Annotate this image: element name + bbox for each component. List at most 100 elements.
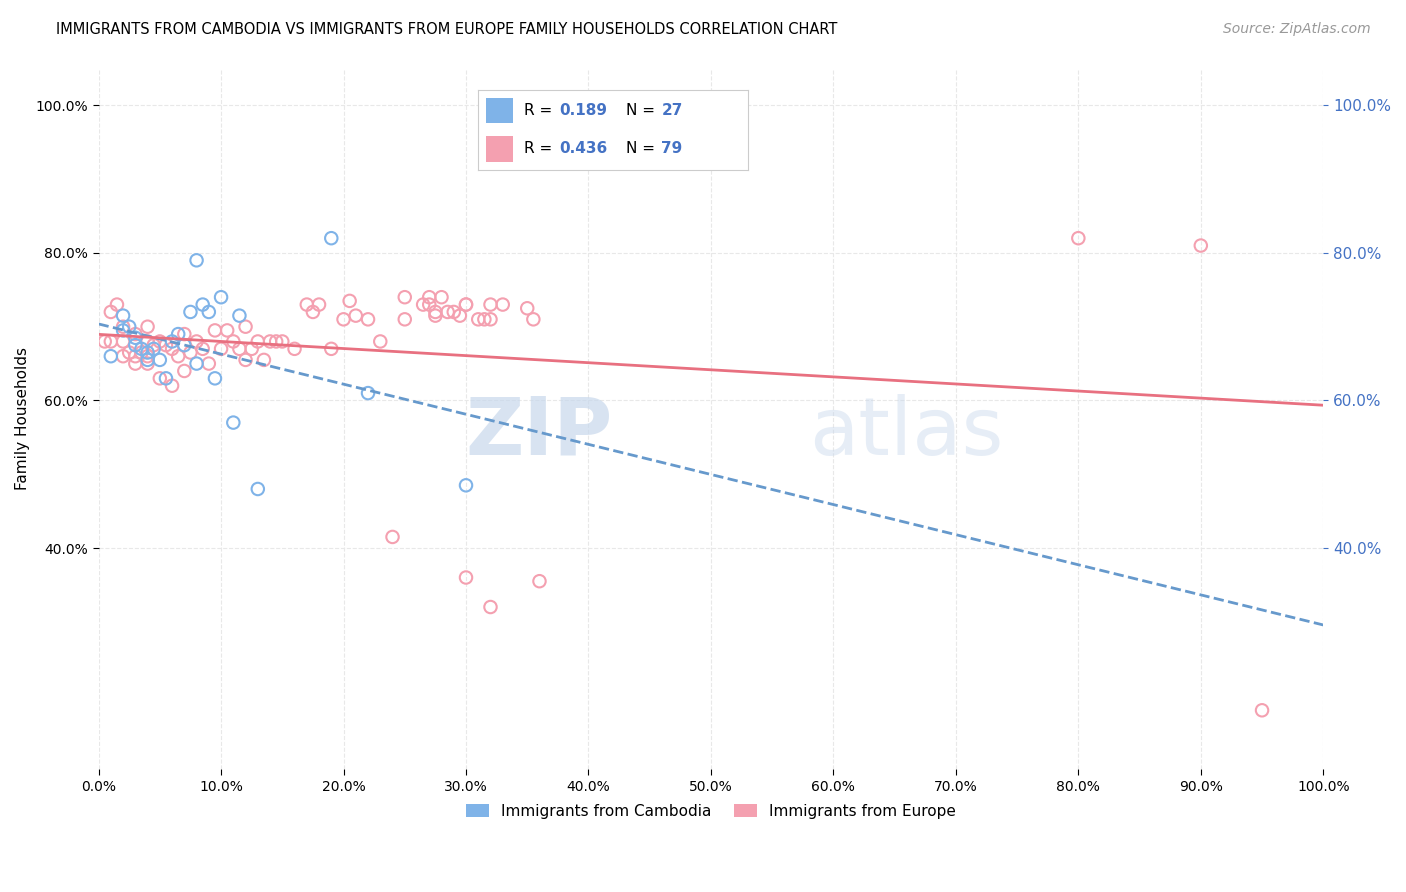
Point xyxy=(217,323,239,337)
Point xyxy=(124,338,146,352)
Point xyxy=(339,293,361,308)
Text: IMMIGRANTS FROM CAMBODIA VS IMMIGRANTS FROM EUROPE FAMILY HOUSEHOLDS CORRELATION: IMMIGRANTS FROM CAMBODIA VS IMMIGRANTS F… xyxy=(56,22,838,37)
Point xyxy=(160,334,183,349)
Point xyxy=(283,342,305,356)
Point xyxy=(112,319,135,334)
Point xyxy=(167,349,190,363)
Point xyxy=(321,342,343,356)
Point xyxy=(522,312,544,326)
Point xyxy=(321,231,343,245)
Point xyxy=(474,312,496,326)
Point xyxy=(198,305,221,319)
Point xyxy=(167,327,190,342)
Point xyxy=(198,357,221,371)
Point xyxy=(443,305,465,319)
Point xyxy=(454,570,477,584)
Point xyxy=(368,334,391,349)
Point xyxy=(191,342,214,356)
Point xyxy=(100,334,122,349)
Point xyxy=(449,309,471,323)
Point xyxy=(136,319,159,334)
Point xyxy=(105,297,128,311)
Point xyxy=(209,290,232,304)
Point xyxy=(412,297,434,311)
Point xyxy=(112,309,135,323)
Point xyxy=(454,478,477,492)
Point xyxy=(136,357,159,371)
Point xyxy=(173,364,195,378)
Point xyxy=(131,342,153,356)
Point xyxy=(479,297,502,311)
Point xyxy=(204,371,226,385)
Point xyxy=(93,334,115,349)
Point xyxy=(240,342,263,356)
Point xyxy=(381,530,404,544)
Point xyxy=(149,334,172,349)
Point xyxy=(259,334,281,349)
Point xyxy=(253,352,276,367)
Point xyxy=(222,334,245,349)
Point xyxy=(204,323,226,337)
Point xyxy=(467,312,489,326)
Point xyxy=(149,371,172,385)
Point xyxy=(112,349,135,363)
Point xyxy=(186,357,208,371)
Point xyxy=(271,334,294,349)
Point xyxy=(100,305,122,319)
Point xyxy=(124,349,146,363)
Point xyxy=(100,349,122,363)
Point xyxy=(344,309,367,323)
Point xyxy=(425,305,447,319)
Point xyxy=(222,416,245,430)
Point xyxy=(173,338,195,352)
Point xyxy=(454,297,477,311)
Point xyxy=(160,342,183,356)
Point xyxy=(357,312,380,326)
Point xyxy=(209,342,232,356)
Point xyxy=(118,345,141,359)
Point xyxy=(124,331,146,345)
Point xyxy=(155,371,177,385)
Point xyxy=(136,349,159,363)
Point xyxy=(394,312,416,326)
Point xyxy=(1189,238,1212,252)
Point xyxy=(191,297,214,311)
Point xyxy=(479,600,502,615)
Point xyxy=(246,334,269,349)
Text: ZIP: ZIP xyxy=(465,394,613,472)
Point xyxy=(454,297,477,311)
Point xyxy=(516,301,538,316)
Point xyxy=(179,345,201,359)
Point xyxy=(436,305,458,319)
Point xyxy=(160,378,183,392)
Point xyxy=(394,290,416,304)
Text: Source: ZipAtlas.com: Source: ZipAtlas.com xyxy=(1223,22,1371,37)
Point xyxy=(529,574,551,589)
Point xyxy=(112,334,135,349)
Point xyxy=(295,297,318,311)
Point xyxy=(149,352,172,367)
Point xyxy=(186,253,208,268)
Point xyxy=(136,345,159,359)
Point xyxy=(418,297,440,311)
Point xyxy=(235,352,257,367)
Point xyxy=(179,305,201,319)
Point xyxy=(124,327,146,342)
Point xyxy=(112,323,135,337)
Point xyxy=(118,319,141,334)
Point xyxy=(136,352,159,367)
Point xyxy=(332,312,354,326)
Legend: Immigrants from Cambodia, Immigrants from Europe: Immigrants from Cambodia, Immigrants fro… xyxy=(460,797,962,825)
Point xyxy=(308,297,330,311)
Point xyxy=(186,334,208,349)
Point xyxy=(479,312,502,326)
Point xyxy=(302,305,325,319)
Text: atlas: atlas xyxy=(808,394,1004,472)
Point xyxy=(136,334,159,349)
Point xyxy=(1251,703,1274,717)
Point xyxy=(246,482,269,496)
Point xyxy=(430,290,453,304)
Point xyxy=(264,334,287,349)
Point xyxy=(418,290,440,304)
Point xyxy=(131,345,153,359)
